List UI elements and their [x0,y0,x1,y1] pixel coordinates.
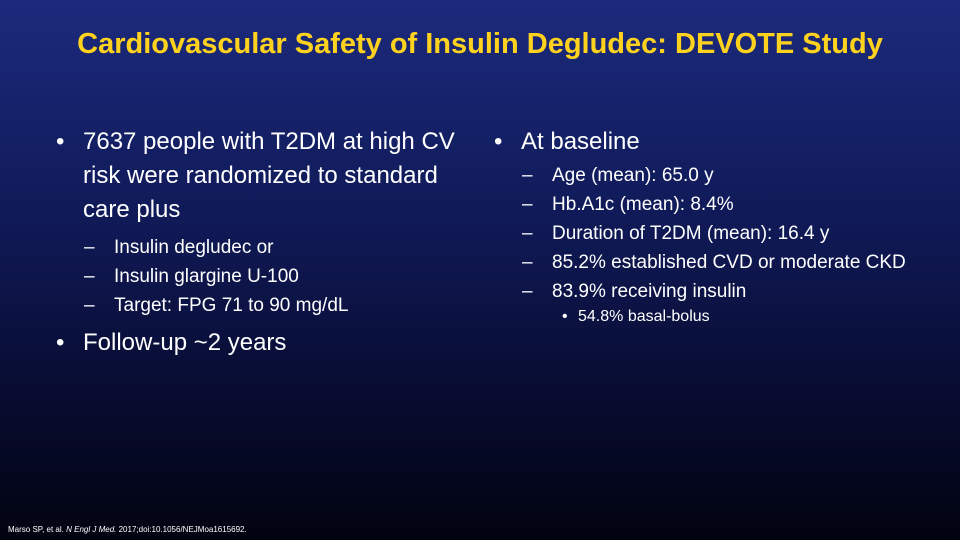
bullet-follow-up: • Follow-up ~2 years [56,326,456,360]
bullet-text: 7637 people with T2DM at high CV risk we… [83,128,455,223]
bullet-baseline: • At baseline [494,125,924,159]
citation-details: 2017;doi:10.1056/NEJMoa1615692. [118,525,247,534]
dash-glyph: – [84,295,95,316]
sub-bullet-cvd: – 85.2% established CVD or moderate CKD [494,248,924,277]
sub-bullet-hba1c: – Hb.A1c (mean): 8.4% [494,190,924,219]
sub-bullet-text: Target: FPG 71 to 90 mg/dL [114,295,349,316]
slide-title: Cardiovascular Safety of Insulin Deglude… [77,28,883,60]
dash-glyph: – [522,252,533,273]
citation-authors: Marso SP, et al. [8,525,64,534]
sub-bullet-insulin: – 83.9% receiving insulin [494,277,924,306]
bullet-text: Follow-up ~2 years [83,329,287,356]
bullet-glyph: • [494,128,503,155]
sub-bullet-duration: – Duration of T2DM (mean): 16.4 y [494,219,924,248]
bullet-glyph: • [56,329,65,356]
sub-bullet-text: Age (mean): 65.0 y [552,165,714,186]
dash-glyph: – [84,266,95,287]
right-column: • At baseline – Age (mean): 65.0 y – Hb.… [494,125,924,328]
citation: Marso SP, et al. N Engl J Med. 2017;doi:… [8,525,247,534]
sub-bullet-target: – Target: FPG 71 to 90 mg/dL [56,291,456,320]
dash-glyph: – [522,223,533,244]
dash-glyph: – [522,281,533,302]
sub-bullet-glargine: – Insulin glargine U-100 [56,262,456,291]
sub-sub-bullet-text: 54.8% basal-bolus [578,308,710,325]
left-column: • 7637 people with T2DM at high CV risk … [56,125,456,360]
dash-glyph: – [84,237,95,258]
bullet-randomized: • 7637 people with T2DM at high CV risk … [56,125,456,227]
sub-bullet-text: Hb.A1c (mean): 8.4% [552,194,734,215]
sub-bullet-text: Insulin degludec or [114,237,274,258]
dash-glyph: – [522,165,533,186]
bullet-glyph: • [56,128,65,155]
citation-journal: N Engl J Med. [66,525,117,534]
bullet-glyph: • [562,308,568,325]
dash-glyph: – [522,194,533,215]
sub-sub-bullet-basal-bolus: • 54.8% basal-bolus [494,306,924,328]
sub-bullet-age: – Age (mean): 65.0 y [494,161,924,190]
bullet-text: At baseline [521,128,640,155]
sub-bullet-degludec: – Insulin degludec or [56,233,456,262]
sub-bullet-text: 83.9% receiving insulin [552,281,747,302]
sub-bullet-text: Duration of T2DM (mean): 16.4 y [552,223,830,244]
sub-bullet-text: Insulin glargine U-100 [114,266,299,287]
sub-bullet-text: 85.2% established CVD or moderate CKD [552,252,906,273]
